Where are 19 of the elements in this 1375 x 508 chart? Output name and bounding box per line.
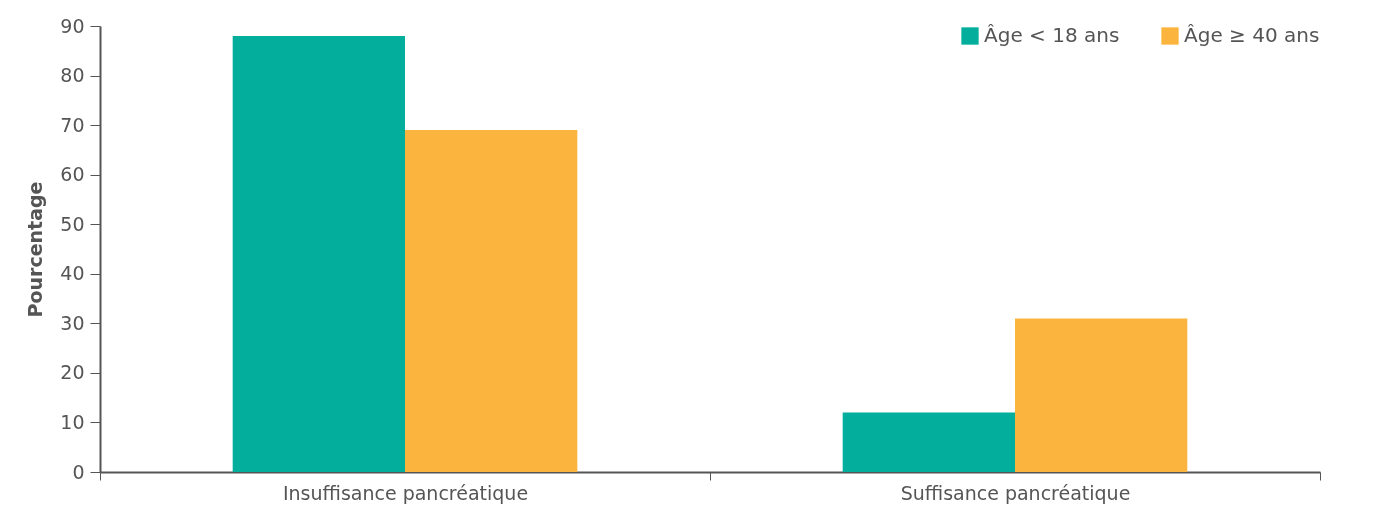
y-tick-label: 40 <box>60 262 85 285</box>
y-tick-label: 70 <box>60 113 85 136</box>
x-tick-label: Insuffisance pancréatique <box>282 481 529 504</box>
y-tick-label: 30 <box>60 311 85 334</box>
legend-label: Âge ≥ 40 ans <box>1184 23 1320 47</box>
bar <box>1015 318 1188 472</box>
bar <box>232 35 405 472</box>
x-tick-label: Suffisance pancréatique <box>900 481 1131 504</box>
y-tick-label: 50 <box>60 212 85 235</box>
y-tick-label: 0 <box>72 460 85 483</box>
y-tick-label: 90 <box>60 14 85 37</box>
legend-label: Âge < 18 ans <box>984 23 1120 47</box>
y-axis-title: Pourcentage <box>24 181 47 318</box>
y-tick-label: 20 <box>60 361 85 384</box>
bar <box>405 130 578 472</box>
y-tick-label: 80 <box>60 64 85 87</box>
y-tick-label: 10 <box>60 410 85 433</box>
y-tick-label: 60 <box>60 163 85 186</box>
bar <box>842 412 1015 472</box>
